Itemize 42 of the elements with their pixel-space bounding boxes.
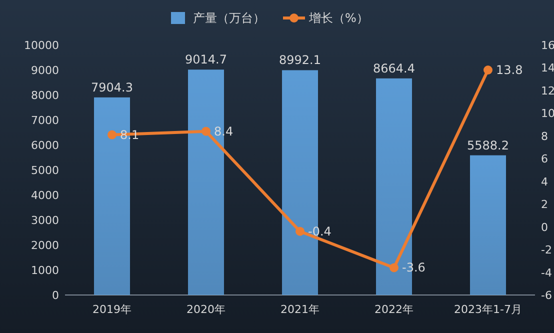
y2-tick-label: 2: [541, 198, 548, 212]
y-tick-label: 1000: [31, 264, 59, 277]
y-tick-label: 5000: [31, 164, 59, 177]
data-label: 7904.3: [91, 80, 133, 94]
y2-tick-label: 0: [541, 220, 548, 234]
data-label: 8.1: [120, 128, 140, 142]
y2-tick-label: 6: [541, 152, 548, 166]
y2-tick-label: 16: [541, 39, 554, 52]
y-tick-label: 3000: [31, 214, 59, 227]
x-tick-label: 2019年: [92, 303, 132, 316]
y2-tick-label: -6: [541, 289, 552, 302]
y-tick-label: 9000: [31, 64, 59, 77]
point: [108, 130, 116, 140]
y-tick-label: 8000: [31, 89, 59, 102]
legend-label: 增长（%）: [308, 11, 368, 25]
data-label: 9014.7: [185, 52, 227, 67]
data-label: 8992.1: [279, 53, 321, 68]
y2-tick-label: 12: [541, 84, 554, 98]
y-tick-label: 0: [52, 289, 59, 302]
y-tick-label: 6000: [31, 139, 59, 152]
y-tick-label: 4000: [31, 189, 59, 202]
y2-tick-label: -4: [541, 266, 552, 280]
y2-tick-label: 8: [541, 130, 548, 143]
y2-tick-label: -2: [541, 244, 552, 257]
y-tick-label: 2000: [31, 239, 59, 252]
x-tick-label: 2022年: [374, 303, 414, 316]
point: [484, 66, 492, 74]
point: [202, 126, 210, 136]
data-label: 8664.4: [373, 61, 415, 76]
point: [296, 226, 304, 236]
x-tick-label: 2023年1-7月: [454, 303, 522, 316]
bar: [470, 155, 506, 295]
point: [390, 263, 398, 272]
y2-tick-label: 4: [541, 175, 548, 188]
x-tick-label: 2020年: [186, 303, 226, 316]
y-tick-label: 7000: [31, 114, 59, 127]
y2-tick-label: 10: [541, 107, 554, 120]
x-tick-label: 2021年: [280, 303, 320, 316]
data-label: 5588.2: [467, 138, 509, 152]
y-tick-label: 10000: [24, 39, 59, 52]
legend-label: 产量（万台）: [193, 11, 265, 25]
data-label: 13.8: [496, 63, 523, 77]
